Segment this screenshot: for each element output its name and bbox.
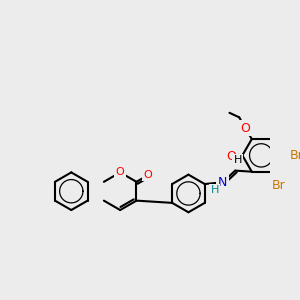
Text: N: N bbox=[218, 176, 227, 189]
Text: H: H bbox=[234, 155, 242, 165]
Text: O: O bbox=[144, 170, 152, 180]
Text: Br: Br bbox=[272, 179, 286, 192]
Text: O: O bbox=[227, 150, 237, 163]
Text: O: O bbox=[116, 167, 124, 177]
Text: H: H bbox=[210, 185, 219, 195]
Text: O: O bbox=[241, 122, 250, 135]
Text: Br: Br bbox=[289, 149, 300, 162]
